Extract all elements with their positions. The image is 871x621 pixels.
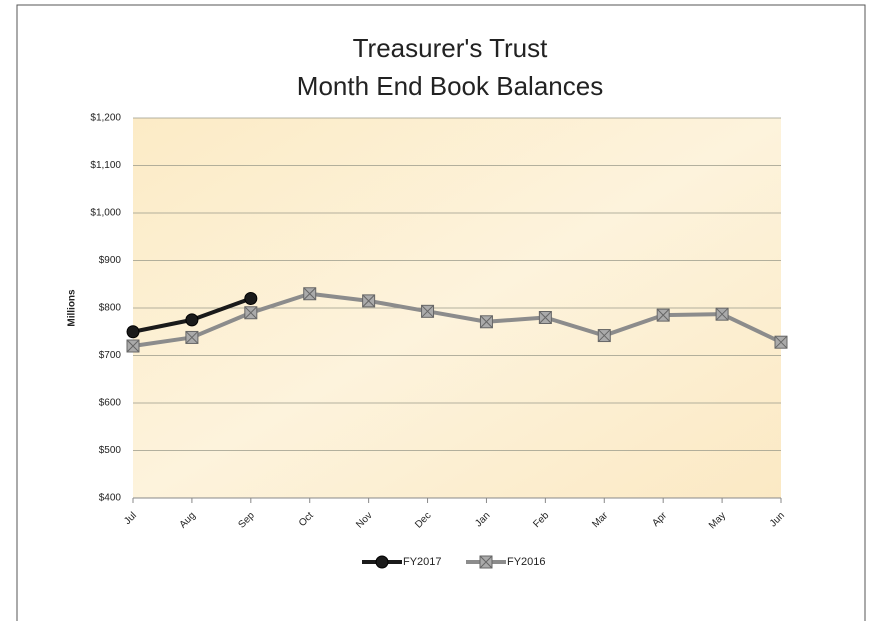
- point: [597, 329, 611, 343]
- y-tick-label: $1,200: [90, 113, 121, 124]
- point: [479, 555, 493, 569]
- point: [185, 313, 199, 327]
- chart-title: Month End Book Balances: [297, 71, 603, 101]
- point-cross: [479, 555, 493, 569]
- point-cross: [539, 311, 552, 324]
- point-cross: [597, 329, 611, 342]
- y-tick-label: $600: [99, 398, 122, 409]
- y-tick-label: $900: [99, 255, 122, 266]
- y-tick-label: $400: [99, 493, 122, 504]
- point: [656, 308, 670, 322]
- y-tick-label: $500: [99, 445, 122, 456]
- point: [244, 292, 258, 305]
- point-cross: [303, 287, 317, 301]
- point: [126, 339, 140, 353]
- point-cross: [715, 307, 729, 321]
- point: [362, 294, 376, 308]
- y-tick-label: $1,100: [90, 160, 121, 171]
- legend-label: FY2016: [507, 556, 546, 568]
- series-line: [132, 291, 782, 348]
- point: [538, 311, 552, 324]
- point: [774, 335, 788, 349]
- legend-item: FY2016: [466, 555, 546, 569]
- y-tick-label: $700: [99, 350, 122, 361]
- point: [375, 555, 389, 569]
- legend-label: FY2017: [403, 556, 442, 568]
- point-cross: [774, 335, 788, 349]
- y-tick-label: $800: [99, 303, 122, 314]
- point-cross: [362, 294, 375, 308]
- point: [715, 307, 729, 321]
- point-cross: [126, 339, 140, 353]
- point: [244, 306, 258, 320]
- point: [421, 304, 435, 318]
- chart-title: Treasurer's Trust: [353, 33, 548, 63]
- point-cross: [421, 304, 434, 318]
- legend-item: FY2017: [362, 555, 442, 569]
- y-axis-label: Millions: [67, 289, 78, 327]
- point-cross: [185, 331, 199, 344]
- point-cross: [480, 315, 493, 329]
- point: [126, 325, 140, 339]
- point: [303, 287, 317, 301]
- y-tick-label: $1,000: [90, 208, 121, 219]
- point-cross: [656, 308, 670, 322]
- point: [185, 330, 199, 344]
- point-cross: [244, 306, 258, 320]
- point: [479, 315, 493, 329]
